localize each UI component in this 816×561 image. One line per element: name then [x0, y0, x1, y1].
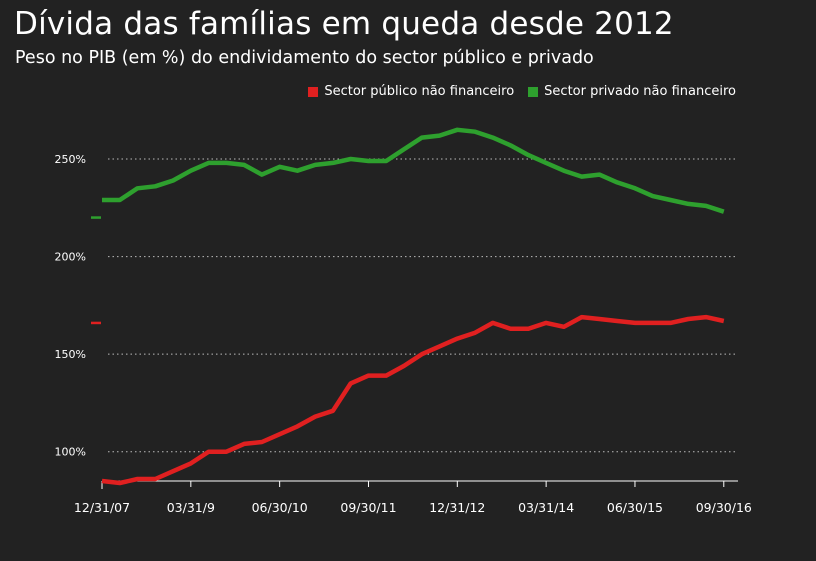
series-line-private [102, 127, 725, 214]
x-tick-label: 06/30/10 [252, 500, 308, 515]
y-tick-label: 250% [55, 153, 86, 166]
y-tick-label: 200% [55, 251, 86, 264]
legend-swatch-public [308, 86, 319, 97]
x-tick-label: 12/31/12 [429, 500, 485, 515]
x-tick-label: 03/31/14 [518, 500, 574, 515]
x-tick-label: 06/30/15 [607, 500, 663, 515]
legend-item-private: Sector privado não financeiro [528, 84, 736, 99]
chart-subtitle: Peso no PIB (em %) do endividamento do s… [15, 48, 594, 68]
legend-label-public: Sector público não financeiro [324, 84, 515, 99]
x-tick-label: 09/30/11 [340, 500, 396, 515]
y-tick-label: 150% [55, 348, 86, 361]
series-line-public [101, 314, 725, 486]
x-tick-label: 03/31/9 [167, 500, 215, 515]
legend-item-public: Sector público não financeiro [308, 84, 514, 99]
legend-swatch-private [528, 86, 539, 97]
x-tick-label: 12/31/07 [74, 500, 130, 515]
legend: Sector público não financeiro Sector pri… [308, 84, 736, 99]
x-tick-label: 09/30/16 [696, 500, 752, 515]
chart-title: Dívida das famílias em queda desde 2012 [14, 6, 674, 42]
y-tick-label: 100% [55, 446, 86, 459]
legend-label-private: Sector privado não financeiro [544, 84, 736, 99]
